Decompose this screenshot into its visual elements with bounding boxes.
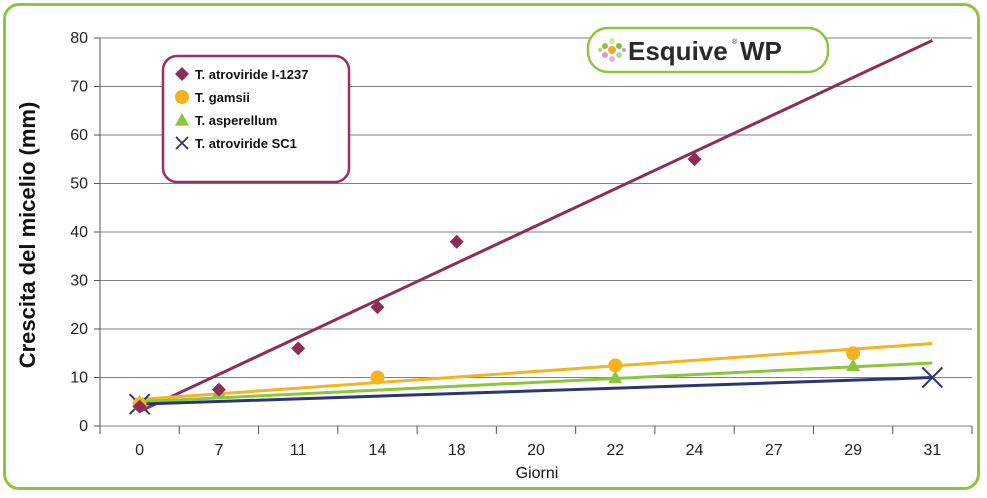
data-point-series-0	[449, 234, 464, 249]
y-tick-label: 50	[70, 176, 88, 193]
x-tick-label: 20	[527, 442, 545, 459]
data-point-series-0	[687, 152, 702, 167]
y-tick-label: 20	[70, 321, 88, 338]
trend-line-series-3	[139, 376, 933, 406]
x-tick-label: 29	[844, 442, 862, 459]
data-point-series-1	[846, 346, 861, 361]
data-point-series-0	[291, 341, 306, 356]
y-tick-label: 40	[70, 224, 88, 241]
y-tick-labels: 0 10 20 30 40 50 60 70 80	[70, 30, 88, 435]
brand-suffix: WP	[740, 36, 782, 66]
y-tick-label: 80	[70, 30, 88, 47]
brand-name: Esquive	[628, 36, 728, 66]
x-tick-label: 27	[765, 442, 783, 459]
legend-label: T. atroviride I-1237	[195, 67, 308, 82]
x-tick-label: 22	[606, 442, 624, 459]
data-point-series-0	[211, 382, 226, 397]
data-point-series-1	[370, 370, 385, 385]
x-tick-label: 31	[923, 442, 941, 459]
x-tick-label: 24	[686, 442, 704, 459]
data-point-series-2	[846, 358, 861, 371]
x-tick-label: 0	[135, 442, 144, 459]
x-tick-labels: 0 7 11 14 18 20 22 24 27 29 31	[135, 442, 941, 459]
x-axis-title: Giorni	[516, 465, 559, 482]
legend-marker	[175, 67, 189, 81]
legend: T. atroviride I-1237 T. gamsii T. asperell…	[161, 54, 351, 184]
legend-marker	[175, 136, 189, 150]
x-tick-label: 18	[448, 442, 466, 459]
trend-lines	[139, 39, 933, 413]
trend-line-series-2	[139, 361, 933, 404]
data-point-series-3	[921, 366, 944, 389]
x-tick-label: 11	[290, 442, 307, 459]
y-tick-label: 0	[79, 418, 88, 435]
x-tick-label: 7	[214, 442, 223, 459]
brand-registered: ®	[732, 38, 738, 46]
legend-label: T. gamsii	[195, 90, 250, 105]
legend-box	[161, 54, 351, 184]
trend-line-series-0	[139, 39, 933, 413]
legend-label: T. asperellum	[195, 113, 277, 128]
y-axis-title: Crescita del micelio (mm)	[15, 102, 40, 369]
data-point-series-2	[608, 370, 623, 384]
brand-logo: Esquive ® WP	[586, 26, 830, 74]
data-point-series-0	[370, 300, 385, 315]
legend-marker	[175, 113, 189, 126]
data-point-series-0	[132, 399, 147, 414]
data-markers	[128, 152, 944, 415]
x-tick-label: 14	[369, 442, 387, 459]
flower-dots-icon	[598, 38, 626, 62]
y-tick-label: 10	[70, 370, 88, 387]
legend-marker	[175, 90, 189, 104]
data-point-series-1	[608, 358, 623, 373]
trend-line-series-1	[139, 342, 933, 401]
y-tick-label: 60	[70, 127, 88, 144]
legend-label: T. atroviride SC1	[195, 136, 297, 151]
y-tick-label: 30	[70, 273, 88, 290]
y-tick-label: 70	[70, 79, 88, 96]
brand-badge	[586, 26, 830, 74]
